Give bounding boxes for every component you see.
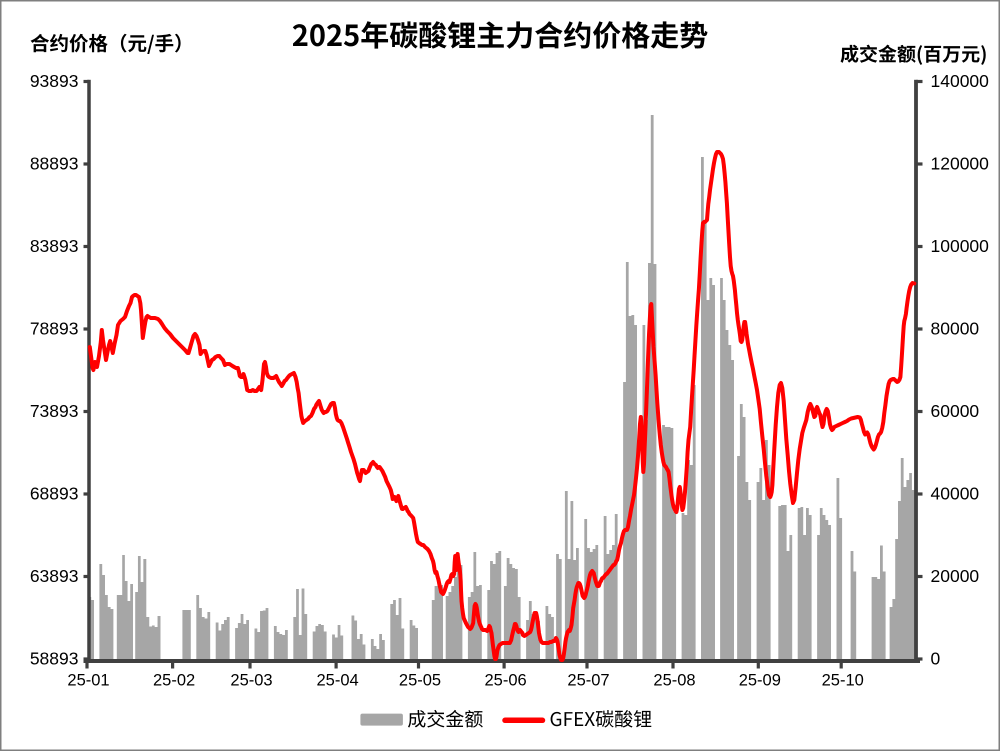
svg-text:100000: 100000 (931, 236, 990, 256)
svg-text:25-04: 25-04 (316, 672, 358, 690)
svg-text:25-05: 25-05 (399, 672, 441, 690)
svg-text:40000: 40000 (931, 483, 980, 503)
svg-text:88893: 88893 (30, 153, 79, 173)
svg-text:78893: 78893 (30, 318, 79, 338)
svg-text:0: 0 (931, 648, 941, 668)
svg-text:25-09: 25-09 (739, 672, 781, 690)
svg-text:83893: 83893 (30, 236, 79, 256)
svg-text:25-03: 25-03 (230, 672, 272, 690)
svg-text:25-06: 25-06 (484, 672, 526, 690)
svg-text:93893: 93893 (30, 71, 79, 91)
svg-text:58893: 58893 (30, 648, 79, 668)
svg-text:25-02: 25-02 (153, 672, 195, 690)
svg-text:25-08: 25-08 (653, 672, 695, 690)
svg-text:73893: 73893 (30, 401, 79, 421)
svg-text:20000: 20000 (931, 566, 980, 586)
svg-text:25-07: 25-07 (567, 672, 609, 690)
svg-text:60000: 60000 (931, 401, 980, 421)
svg-text:63893: 63893 (30, 566, 79, 586)
svg-text:140000: 140000 (931, 71, 990, 91)
svg-text:25-10: 25-10 (822, 672, 864, 690)
svg-text:80000: 80000 (931, 318, 980, 338)
svg-text:68893: 68893 (30, 483, 79, 503)
svg-text:25-01: 25-01 (67, 672, 109, 690)
svg-text:120000: 120000 (931, 153, 990, 173)
